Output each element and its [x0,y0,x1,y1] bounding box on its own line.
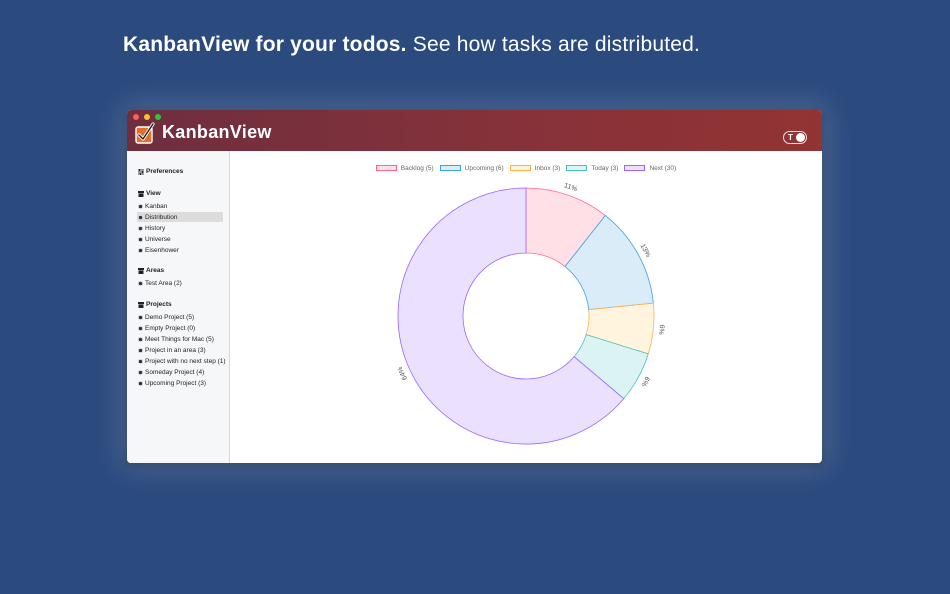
chart-percent-label: 6% [657,324,665,335]
legend-label: Upcoming (6) [464,164,504,172]
sidebar-project-upcoming-project[interactable]: Upcoming Project (3) [137,378,223,388]
archive-box-icon [138,267,144,274]
sidebar-project-demo-project[interactable]: Demo Project (5) [137,312,223,322]
legend-item-inbox[interactable]: Inbox (3) [509,162,561,174]
projects-section-title: Projects [138,301,172,308]
legend-item-backlog[interactable]: Backlog (5) [375,162,434,174]
headline-rest: See how tasks are distributed. [412,33,701,56]
sidebar-view-eisenhower[interactable]: Eisenhower [137,245,223,255]
radio-bullet-icon [138,347,143,353]
sidebar-project-label: Someday Project (4) [145,368,205,376]
sidebar-project-label: Empty Project (0) [145,324,196,332]
distribution-panel: Backlog (5) Upcoming (6) Inbox (3) Today (3… [230,151,822,463]
sidebar-project-label: Demo Project (5) [145,313,195,321]
radio-bullet-icon [138,380,143,386]
radio-bullet-icon [138,280,143,286]
legend-item-next[interactable]: Next (30) [624,162,676,174]
theme-toggle[interactable]: T [783,131,807,144]
sidebar-project-meet-things-for-mac[interactable]: Meet Things for Mac (5) [137,334,223,344]
theme-toggle-letter: T [788,133,793,142]
sidebar-view-label: Distribution [145,213,178,221]
sidebar-view-distribution[interactable]: Distribution [137,212,223,222]
sidebar-view-label: Eisenhower [145,246,179,254]
sidebar-project-label: Upcoming Project (3) [145,379,207,387]
chart-legend: Backlog (5) Upcoming (6) Inbox (3) Today (3… [230,162,822,174]
app-window: KanbanView T Preferences View Ka [127,110,822,463]
titlebar: KanbanView T [127,110,822,151]
legend-item-today[interactable]: Today (3) [566,162,618,174]
sidebar-view-label: Kanban [145,202,168,210]
sidebar-project-someday-project[interactable]: Someday Project (4) [137,367,223,377]
legend-swatch [509,165,531,171]
sidebar-project-project-in-an-area[interactable]: Project in an area (3) [137,345,223,355]
radio-bullet-icon [138,369,143,375]
legend-label: Next (30) [649,164,677,172]
headline-bold: KanbanView for your todos. [123,33,407,56]
app-title: KanbanView [162,122,272,142]
distribution-doughnut-chart: 11% 13% 6% 6% 64% [397,182,665,445]
areas-section-title: Areas [138,267,164,274]
close-window-button[interactable] [133,114,139,120]
chart-percent-label: 64% [397,365,409,381]
radio-bullet-icon [138,236,143,242]
sidebar-area-label: Test Area (2) [145,279,182,287]
radio-bullet-icon [138,314,143,320]
radio-bullet-icon [138,214,143,220]
minimize-window-button[interactable] [144,114,150,120]
sidebar-view-label: History [145,224,166,232]
sidebar-area-test-area[interactable]: Test Area (2) [137,278,223,288]
radio-bullet-icon [138,225,143,231]
sidebar: Preferences View Kanban Distribution Histo… [127,151,230,463]
sidebar-project-label: Project in an area (3) [145,346,206,354]
chart-percent-label: 6% [639,375,650,387]
legend-swatch [566,165,588,171]
sidebar-project-label: Meet Things for Mac (5) [145,335,214,343]
sidebar-project-project-with-no-next-step[interactable]: Project with no next step (1) [137,356,226,366]
headline: KanbanView for your todos. See how tasks… [123,33,700,57]
legend-swatch [439,165,461,171]
legend-swatch [375,165,397,171]
chart-percent-label: 11% [563,182,578,193]
areas-title-label: Areas [146,267,165,274]
radio-bullet-icon [138,336,143,342]
legend-swatch [624,165,646,171]
toggle-knob [796,133,805,142]
radio-bullet-icon [138,247,143,253]
radio-bullet-icon [138,358,143,364]
view-section-title: View [138,190,161,197]
legend-item-upcoming[interactable]: Upcoming (6) [439,162,504,174]
sliders-icon [138,168,144,175]
sidebar-view-label: Universe [145,235,171,243]
kanbanview-logo-icon [135,122,155,144]
legend-label: Today (3) [591,164,619,172]
radio-bullet-icon [138,325,143,331]
view-title-label: View [146,190,161,197]
preferences-label: Preferences [146,168,184,175]
sidebar-project-label: Project with no next step (1) [145,357,226,365]
preferences-link[interactable]: Preferences [138,168,183,175]
sidebar-view-universe[interactable]: Universe [137,234,223,244]
radio-bullet-icon [138,203,143,209]
sidebar-project-empty-project[interactable]: Empty Project (0) [137,323,223,333]
archive-box-icon [138,190,144,197]
zoom-window-button[interactable] [155,114,161,120]
legend-label: Inbox (3) [534,164,561,172]
legend-label: Backlog (5) [400,164,434,172]
chart-percent-label: 13% [639,243,652,259]
sidebar-view-kanban[interactable]: Kanban [137,201,223,211]
archive-box-icon [138,301,144,308]
projects-title-label: Projects [146,301,172,308]
chart-slice-next[interactable] [397,187,625,445]
sidebar-view-history[interactable]: History [137,223,223,233]
